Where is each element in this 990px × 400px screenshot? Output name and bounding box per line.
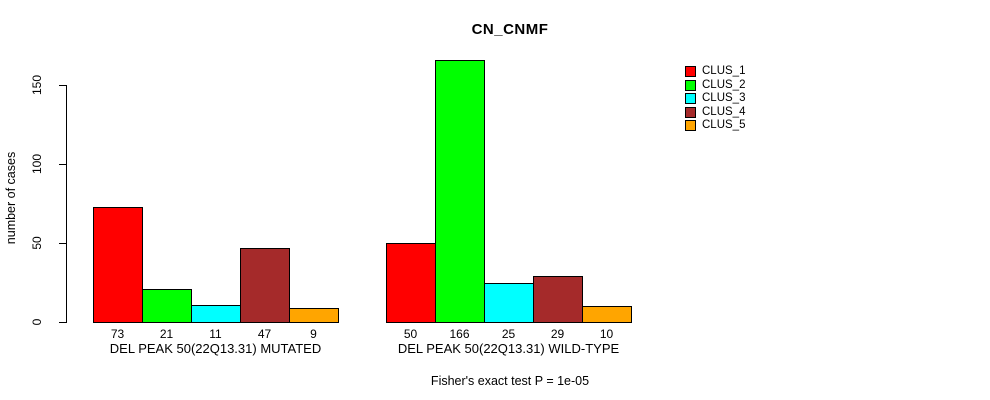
bar-clus_4 <box>240 247 290 323</box>
bar-value-label: 50 <box>403 327 418 341</box>
group-label: DEL PEAK 50(22Q13.31) WILD-TYPE <box>397 341 620 356</box>
bar-clus_1 <box>386 243 436 323</box>
bar-clus_5 <box>582 306 632 323</box>
y-tick-mark <box>59 243 66 244</box>
bar-value-label: 166 <box>449 327 470 341</box>
bar-value-label: 9 <box>310 327 317 341</box>
chart-title: CN_CNMF <box>471 21 549 38</box>
y-tick-mark <box>59 322 66 323</box>
bar-clus_5 <box>289 307 339 323</box>
legend-label: CLUS_2 <box>702 78 746 91</box>
bar-value-label: 21 <box>159 327 174 341</box>
group-label: DEL PEAK 50(22Q13.31) MUTATED <box>109 341 322 356</box>
bar-value-label: 25 <box>501 327 516 341</box>
legend-swatch-clus_3 <box>685 93 696 104</box>
bar-value-label: 73 <box>110 327 125 341</box>
legend-label: CLUS_1 <box>702 65 746 77</box>
y-tick-mark <box>59 164 66 165</box>
legend-label: CLUS_4 <box>702 105 746 118</box>
legend-label: CLUS_3 <box>702 92 746 104</box>
y-tick-mark <box>59 85 66 86</box>
bar-value-label: 47 <box>257 327 272 341</box>
bar-clus_4 <box>533 276 583 323</box>
bar-value-label: 11 <box>209 327 222 341</box>
bar-clus_3 <box>484 282 534 323</box>
bar-clus_2 <box>435 59 485 323</box>
legend-swatch-clus_5 <box>685 120 696 131</box>
legend-label: CLUS_5 <box>702 119 746 131</box>
legend-swatch-clus_4 <box>685 106 696 118</box>
bar-value-label: 29 <box>550 327 565 341</box>
bar-clus_1 <box>93 206 143 323</box>
bar-value-label: 10 <box>599 327 614 341</box>
legend-swatch-clus_1 <box>685 66 696 77</box>
legend-swatch-clus_2 <box>685 79 696 91</box>
fisher-test-annotation: Fisher's exact test P = 1e-05 <box>430 374 590 388</box>
y-axis-line <box>66 85 67 323</box>
